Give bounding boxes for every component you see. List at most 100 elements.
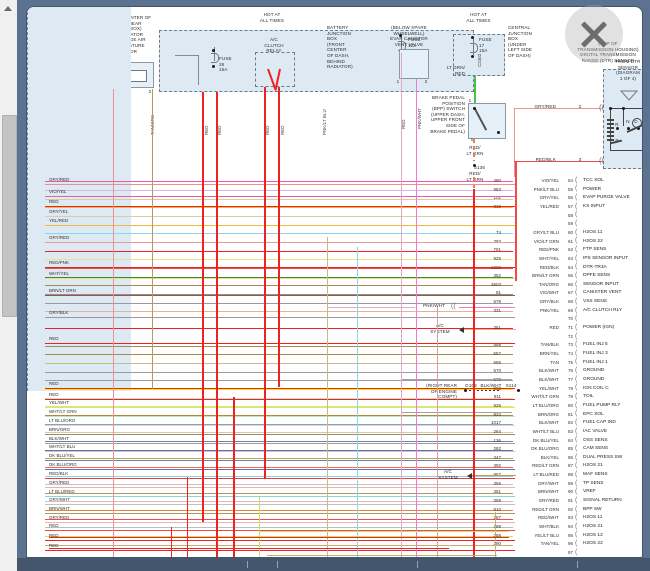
pin-wire-color: YEL/LT BLU [534,532,559,538]
wire-segment [437,307,438,557]
junction-dot [212,65,215,68]
pin-wire-color: WHT/LT BLU [532,428,559,434]
pin-number: 62 [567,247,573,253]
pin-number: 97 [567,549,573,555]
left-wire-label: BLK/WHT [49,436,70,441]
pin-circuit-number: 74 [495,229,501,235]
wire-segment [514,108,515,177]
pin-circuit-number: 331 [493,307,501,313]
wire-segment [623,108,624,126]
pin-connector-bracket: ( [575,470,578,478]
ac-system-arrow-1 [459,327,464,333]
g103-location-label: (RIGHT REAR OF ENGINE COMPT) [426,383,457,400]
junction-dot [212,49,215,52]
pin-function-name: TCC SOL [583,178,604,183]
pin-function-name: EVAP PURGE VALVE [583,195,630,201]
pin-function-name: DUAL PRESS SW [583,454,623,460]
wire-segment [514,161,602,162]
junction-dot [473,164,476,167]
bpp-pin-1: 1 [468,98,472,103]
pin-number: 83 [567,428,573,434]
pin-function-name: FTP SENS [583,247,607,253]
pin-connector-bracket: ( [575,375,578,383]
central-junction-box-label: CENTRAL JUNCTION BOX (UNDER LEFT SIDE OF… [508,25,533,58]
pin-number: 57 [567,203,573,209]
pin-function-name: SENSOR INPUT [583,281,619,287]
junction-dot [464,389,467,392]
pin-number: 73 [567,342,573,348]
pin-circuit-number: 926 [493,402,501,408]
left-wire-label: GRY/RED [49,480,70,485]
s114-splice-label: S114 [505,383,517,388]
dtr-from-sensor-label: FROM DTR SENSOR (DIAGRAM 1 OF 4) [615,59,641,81]
fuse-26-symbol [211,53,219,63]
pin-wire-color: PNK/LT BLU [533,186,559,192]
left-wire-label: DK BLU/ORG [49,462,77,467]
pin-circuit-number: 388 [493,532,501,538]
ac-clutch-relay-label: A/C CLUTCH RELAY [264,37,284,54]
wire-segment [472,475,516,476]
vertical-scrollbar[interactable] [0,0,18,571]
left-wire-label: RED [49,336,59,341]
pin-connector-bracket: ( [575,341,578,349]
wire-segment [45,225,515,226]
close-x-icon[interactable] [565,5,623,63]
left-wire-label: BRN/ORG [49,427,71,432]
pin-connector-bracket: ( [575,548,578,556]
pin-wire-color: DK BLU/YEL [532,437,559,443]
scrollbar-thumb[interactable] [2,115,17,317]
wire-segment [113,89,114,557]
pin-number: 54 [567,178,573,183]
dtr-lead-gry-red: GRY/RED [534,104,556,109]
wire-segment [464,329,516,330]
pin-connector-bracket: ( [575,349,578,357]
pin-connector-bracket: ( [575,297,578,305]
wire-segment [45,295,515,296]
wire-segment [495,512,496,557]
junction-dot [627,127,630,130]
dtr-gear-p: P [615,138,619,143]
g103-dashed [469,390,499,391]
pin-number: 90 [567,489,573,495]
pin-circuit-number: 559 [493,342,501,348]
pin-connector-bracket: ( [575,540,578,548]
junction-dot [497,131,500,134]
left-wire-label: GRY/YEL [49,209,69,214]
wire-segment [187,477,188,557]
pin-function-name: H2OS 11 [583,229,603,235]
pin-connector-bracket: ( [575,393,578,401]
pin-number: 65 [567,273,573,279]
pin-number: 69 [567,307,573,313]
pin-number: 56 [567,195,573,201]
horizontal-scrollbar[interactable] [17,558,650,571]
pin-wire-color: BRN/WHT [538,489,559,495]
pin-circuit-number: 390 [493,541,501,547]
wire-segment [202,92,204,522]
bpp-dashed-wire-2 [473,177,475,189]
pin-number: 82 [567,420,573,426]
scroll-up-arrow-icon[interactable] [3,3,14,14]
pin-wire-color: BRN/LT GRN [532,273,559,279]
wire-segment [49,537,509,538]
pin-connector-bracket: ( [575,263,578,271]
pin-wire-color: GRY/LT BLU [533,229,559,235]
pin-circuit-number: 282 [493,446,501,452]
pin-function-name: CAM SENS [583,446,609,452]
pin-wire-color: TAN/BLK [540,342,559,348]
wire-segment [216,92,218,557]
wire-segment [198,55,199,85]
pin-function-name: MAF SENS [583,472,608,478]
pin-wire-color: VIO/WHT [539,290,559,296]
wire-segment [45,449,513,451]
wire-segment [152,89,153,389]
left-wire-label: GRY/WHT [49,497,71,502]
pin-function-name: POWER [583,186,602,192]
wire-segment [45,440,513,442]
junction-dot [517,389,520,392]
pin-number: 59 [567,221,573,227]
junction-dot [609,107,612,110]
pin-function-name: IGN COIL C [583,385,609,391]
pin-number: 66 [567,281,573,287]
pin-function-name: H2OS 11 [583,515,603,521]
pin-circuit-number: 883 [493,186,501,192]
